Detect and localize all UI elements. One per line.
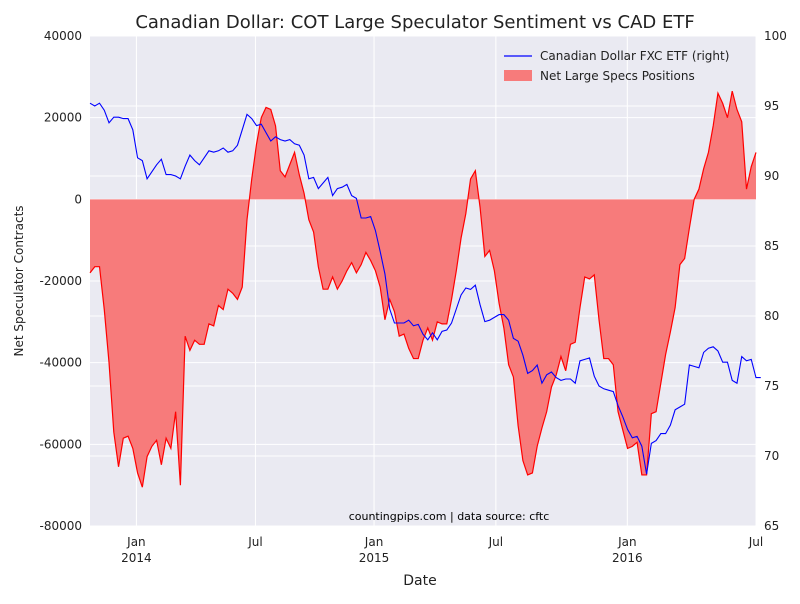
specs-area-fill <box>90 91 756 488</box>
left-tick-label: -40000 <box>39 356 82 370</box>
right-tick-label: 70 <box>764 449 779 463</box>
left-tick-label: -80000 <box>39 519 82 533</box>
specs-area-layer <box>89 90 757 488</box>
x-tick-year-label: 2015 <box>359 551 390 565</box>
legend-specs-swatch <box>504 70 532 81</box>
legend-etf-label: Canadian Dollar FXC ETF (right) <box>540 49 729 63</box>
x-tick-label: Jul <box>488 535 503 549</box>
x-tick-label: Jan <box>126 535 146 549</box>
legend-specs-label: Net Large Specs Positions <box>540 69 695 83</box>
source-annotation: countingpips.com | data source: cftc <box>349 510 550 523</box>
right-tick-label: 85 <box>764 239 779 253</box>
left-tick-label: 40000 <box>44 29 82 43</box>
right-tick-label: 80 <box>764 309 779 323</box>
x-axis-label: Date <box>403 573 436 589</box>
x-tick-year-label: 2014 <box>121 551 152 565</box>
left-tick-label: -60000 <box>39 437 82 451</box>
legend: Canadian Dollar FXC ETF (right) Net Larg… <box>504 49 729 83</box>
x-tick-label: Jan <box>617 535 637 549</box>
x-tick-year-label: 2016 <box>612 551 643 565</box>
etf-line-layer <box>89 102 761 475</box>
left-tick-label: 0 <box>74 192 82 206</box>
x-tick-label: Jan <box>364 535 384 549</box>
x-tick-label: Jul <box>247 535 262 549</box>
right-tick-label: 65 <box>764 519 779 533</box>
x-axis-ticks: Jan 2014 Jul Jan 2015 Jul Jan 2016 Jul <box>121 535 763 565</box>
right-tick-label: 95 <box>764 99 779 113</box>
right-tick-label: 75 <box>764 379 779 393</box>
left-tick-label: -20000 <box>39 274 82 288</box>
left-axis-ticks: 40000 20000 0 -20000 -40000 -60000 -80000 <box>39 29 82 533</box>
x-tick-label: Jul <box>748 535 763 549</box>
right-axis-ticks: 100 95 90 85 80 75 70 65 <box>764 29 787 533</box>
etf-line <box>89 102 761 475</box>
chart-title: Canadian Dollar: COT Large Speculator Se… <box>135 12 694 33</box>
right-tick-label: 90 <box>764 169 779 183</box>
y-axis-label: Net Speculator Contracts <box>12 205 26 356</box>
left-tick-label: 20000 <box>44 111 82 125</box>
specs-area-edge <box>89 90 757 488</box>
right-tick-label: 100 <box>764 29 787 43</box>
